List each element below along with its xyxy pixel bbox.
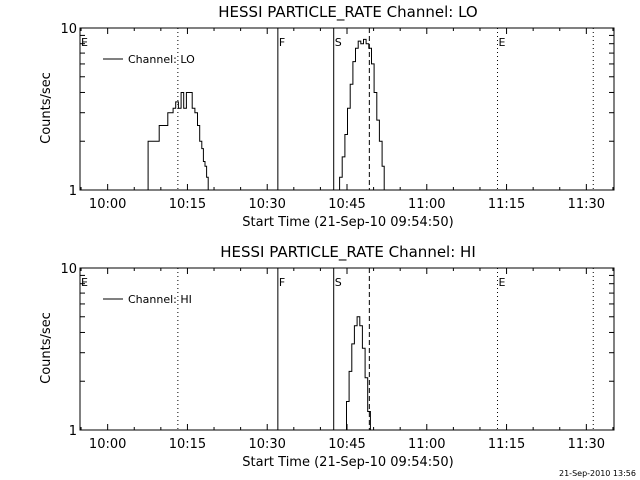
series-line — [343, 316, 371, 431]
y-tick-label: 1 — [69, 184, 77, 199]
panel-title: HESSI PARTICLE_RATE Channel: LO — [218, 3, 477, 22]
x-axis-label: Start Time (21-Sep-10 09:54:50) — [242, 215, 453, 230]
x-axis-label: Start Time (21-Sep-10 09:54:50) — [242, 455, 453, 470]
legend-label: Channel: HI — [128, 293, 192, 306]
event-label: E — [499, 36, 506, 49]
event-label: F — [279, 36, 285, 49]
x-tick-label: 10:15 — [169, 437, 206, 452]
event-label: F — [279, 276, 285, 289]
x-tick-label: 10:45 — [328, 197, 365, 212]
x-tick-label: 10:30 — [248, 437, 285, 452]
x-tick-label: 10:00 — [89, 437, 126, 452]
x-tick-label: 10:15 — [169, 197, 206, 212]
axis-ticks: 10:00 10:15 10:30 10:45 11:00 11:15 11:30 1 10 — [60, 22, 614, 212]
timestamp: 21-Sep-2010 13:56 — [559, 469, 636, 478]
y-axis-label: Counts/sec — [39, 72, 54, 144]
event-label: S — [335, 276, 342, 289]
event-label: E — [81, 276, 88, 289]
series-layer — [146, 38, 385, 191]
legend-label: Channel: LO — [128, 53, 195, 66]
y-tick-label: 10 — [60, 262, 77, 277]
x-tick-label: 10:30 — [248, 197, 285, 212]
panel-title: HESSI PARTICLE_RATE Channel: HI — [220, 243, 476, 262]
series-layer — [343, 316, 371, 431]
y-tick-label: 10 — [60, 22, 77, 37]
panel-lo: HESSI PARTICLE_RATE Channel: LO Start Ti… — [39, 3, 614, 230]
y-axis-label: Counts/sec — [39, 312, 54, 384]
x-tick-label: 10:00 — [89, 197, 126, 212]
event-label: S — [335, 36, 342, 49]
x-tick-label: 11:30 — [568, 437, 605, 452]
event-label: E — [499, 276, 506, 289]
panel-hi: HESSI PARTICLE_RATE Channel: HI Start Ti… — [39, 243, 614, 470]
x-tick-label: 11:30 — [568, 197, 605, 212]
y-tick-label: 1 — [69, 424, 77, 439]
series-line — [336, 38, 385, 191]
event-label: E — [81, 36, 88, 49]
axis-ticks: 10:00 10:15 10:30 10:45 11:00 11:15 11:30 1 10 — [60, 262, 614, 452]
x-tick-label: 11:00 — [408, 197, 445, 212]
x-tick-label: 11:15 — [488, 437, 525, 452]
x-tick-label: 11:00 — [408, 437, 445, 452]
x-tick-label: 11:15 — [488, 197, 525, 212]
x-tick-label: 10:45 — [328, 437, 365, 452]
series-line — [146, 92, 210, 191]
